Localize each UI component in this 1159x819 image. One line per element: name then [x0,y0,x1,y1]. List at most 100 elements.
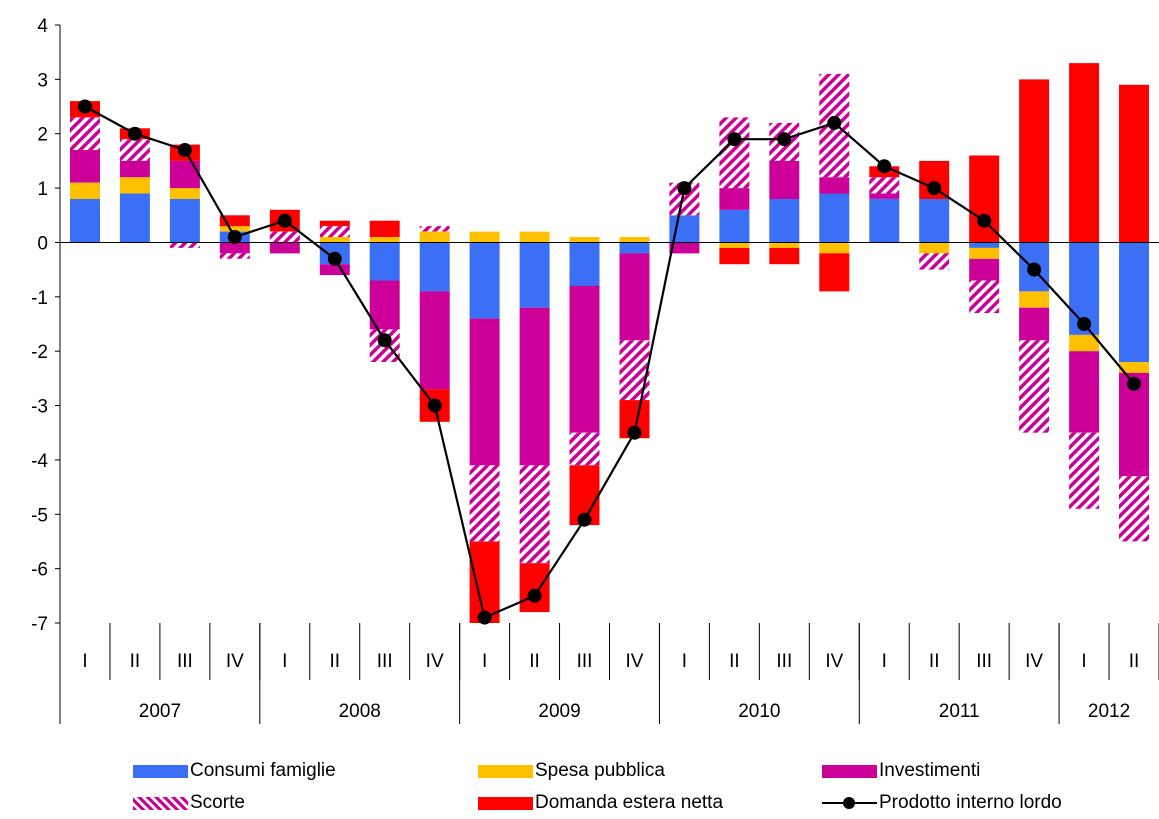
gdp-point [427,398,442,413]
gdp-point [627,425,642,440]
gdp-point [677,181,692,196]
legend-label-pil: Prodotto interno lordo [879,792,1062,813]
bar-spesa-21 [1119,362,1149,373]
legend-label-scorte: Scorte [190,792,245,813]
bar-scorte-4 [269,231,300,243]
bar-investimenti-1 [119,160,150,178]
gdp-point [777,132,792,147]
bar-consumi-10 [569,242,600,286]
bar-consumi-17 [919,199,950,243]
bar-investimenti-19 [1019,307,1050,341]
bar-investimenti-2 [169,160,200,189]
bar-estera-3 [219,215,250,227]
bar-estera-9 [519,563,550,613]
bar-consumi-0 [70,199,100,243]
bar-investimenti-8 [469,318,500,466]
legend-item-spesa: Spesa pubblica [478,757,665,785]
bar-consumi-13 [719,209,750,243]
y-tick-label: 4 [37,16,48,37]
y-tick-label: -2 [31,342,48,363]
quarter-label: III [177,651,193,672]
bar-scorte-0 [70,117,100,150]
quarter-label: III [976,651,992,672]
bar-investimenti-3 [219,242,250,254]
bar-scorte-18 [969,280,1000,314]
bar-investimenti-15 [819,177,850,194]
bar-consumi-15 [819,193,850,243]
bar-estera-20 [1069,63,1100,243]
gdp-line-layer [78,99,1141,625]
y-tick-label: 2 [37,125,48,146]
year-label: 2008 [339,701,381,722]
bar-investimenti-16 [869,193,900,199]
gdp-point [477,610,492,625]
gdp-point [877,159,892,174]
bar-estera-14 [769,247,800,265]
bar-scorte-21 [1119,476,1149,542]
bar-layer [70,63,1149,623]
bar-spesa-10 [569,237,600,243]
bar-investimenti-6 [369,280,400,330]
legend-item-investimenti: Investimenti [822,757,980,785]
quarter-label: III [776,651,792,672]
quarter-label: IV [626,651,644,672]
bar-consumi-2 [169,199,200,243]
bar-estera-6 [369,220,400,237]
legend-swatch-scorte [133,796,188,810]
gdp-point [78,99,92,114]
gdp-point [277,213,292,228]
bar-estera-13 [719,247,750,265]
gdp-point [177,143,192,157]
bar-estera-8 [469,541,500,623]
bar-consumi-14 [769,199,800,243]
y-tick-label: -5 [31,505,48,526]
bar-scorte-2 [169,242,200,248]
bar-investimenti-14 [769,160,800,199]
gdp-point [927,181,942,196]
quarter-label: IV [825,651,843,672]
bar-spesa-7 [419,231,450,243]
quarter-label: IV [226,651,244,672]
quarter-label: II [729,651,740,672]
bar-investimenti-11 [619,253,650,341]
gdp-point [1077,317,1092,331]
bar-investimenti-10 [569,285,600,433]
bar-investimenti-20 [1069,351,1100,433]
gdp-point [827,115,842,130]
axes-layer [55,24,1159,724]
bar-spesa-3 [219,226,250,232]
bar-investimenti-12 [669,242,700,254]
year-label: 2011 [939,701,980,722]
legend-label-consumi: Consumi famiglie [190,760,336,781]
bar-scorte-1 [119,139,150,161]
gdp-point [127,126,142,141]
year-label: 2009 [538,701,580,722]
legend-item-pil: Prodotto interno lordo [822,789,1062,817]
gdp-point [1127,376,1141,391]
bar-spesa-15 [819,242,850,254]
gdp-point [527,588,542,603]
bar-scorte-11 [619,340,650,401]
bar-spesa-18 [969,247,1000,259]
bar-investimenti-7 [419,291,450,390]
gdp-point [1027,262,1042,277]
bar-estera-21 [1119,84,1149,243]
bar-spesa-0 [70,182,100,199]
quarter-label: I [1081,651,1086,672]
bar-consumi-1 [119,193,150,243]
legend-swatch-pil [822,797,877,809]
bar-investimenti-4 [269,242,300,254]
bar-scorte-9 [519,465,550,564]
legend-item-scorte: Scorte [133,789,245,817]
bar-consumi-21 [1119,242,1149,363]
bar-spesa-17 [919,242,950,254]
bar-spesa-19 [1019,291,1050,308]
bar-investimenti-0 [70,150,100,183]
quarter-label: II [329,651,340,672]
gdp-point [727,132,742,147]
bar-scorte-10 [569,432,600,466]
bar-spesa-2 [169,188,200,199]
bar-spesa-6 [369,237,400,243]
y-tick-label: -3 [31,397,48,418]
